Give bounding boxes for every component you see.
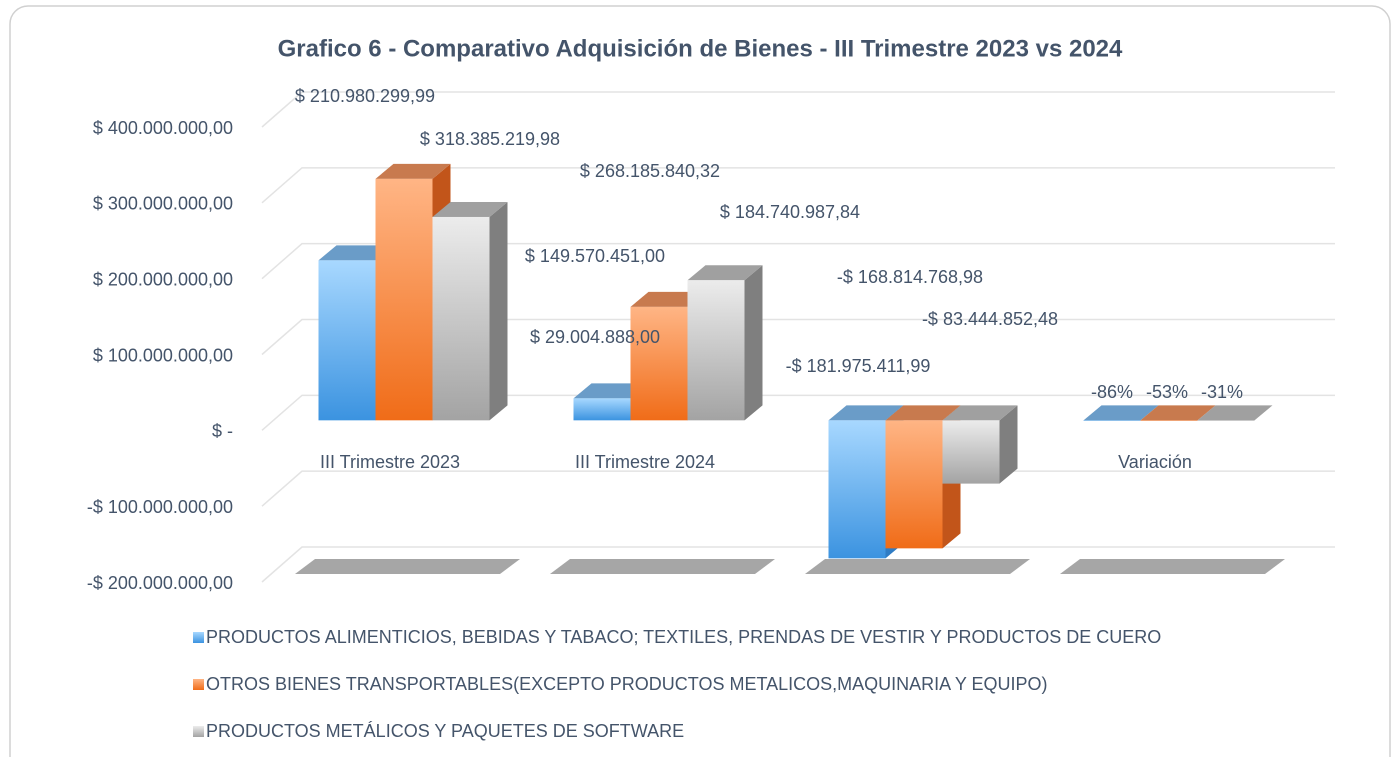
data-label: $ 149.570.451,00	[525, 246, 665, 266]
grid-line	[261, 167, 1335, 204]
data-label: $ 318.385.219,98	[420, 129, 560, 149]
y-tick-label: -$ 200.000.000,00	[87, 573, 233, 593]
legend-label: PRODUCTOS METÁLICOS Y PAQUETES DE SOFTWA…	[206, 721, 684, 741]
bar	[573, 398, 631, 421]
bar-top	[318, 245, 394, 261]
legend-swatch	[193, 632, 204, 643]
data-label: $ 29.004.888,00	[530, 327, 660, 347]
data-label: $ 184.740.987,84	[720, 202, 860, 222]
data-label: -31%	[1201, 382, 1243, 402]
data-label: -86%	[1091, 382, 1133, 402]
bar-top	[1083, 405, 1159, 421]
y-tick-label: $ 100.000.000,00	[93, 345, 233, 365]
bar	[885, 420, 943, 549]
floor-shadow	[295, 559, 520, 574]
x-tick-label: Variación	[1118, 452, 1192, 472]
bar-top	[1140, 405, 1216, 421]
bar	[432, 216, 490, 421]
grid-line	[261, 546, 1335, 583]
data-label: -$ 168.814.768,98	[837, 267, 983, 287]
legend-label: PRODUCTOS ALIMENTICIOS, BEBIDAS Y TABACO…	[206, 627, 1161, 647]
bar-top	[630, 291, 706, 307]
bar	[1197, 420, 1255, 421]
bar	[630, 306, 688, 421]
floor-shadow	[805, 559, 1030, 574]
floor-shadow	[1060, 559, 1285, 574]
data-label: $ 268.185.840,32	[580, 161, 720, 181]
bar	[828, 420, 886, 559]
y-tick-label: $ 300.000.000,00	[93, 194, 233, 214]
bar-top	[432, 201, 508, 217]
bar	[318, 260, 376, 421]
data-label: -$ 181.975.411,99	[786, 356, 931, 376]
chart-title: Grafico 6 - Comparativo Adquisición de B…	[278, 35, 1123, 62]
grid-line	[261, 242, 1335, 280]
x-tick-label: III Trimestre 2023	[320, 452, 460, 472]
grid-line	[261, 318, 1335, 356]
grid-line	[261, 394, 1335, 431]
data-label: -53%	[1146, 382, 1188, 402]
y-tick-label: $ -	[212, 421, 233, 441]
y-tick-label: $ 200.000.000,00	[93, 269, 233, 289]
bar-top	[942, 405, 1018, 421]
grid-line	[261, 91, 1335, 128]
data-label: $ 210.980.299,99	[295, 86, 435, 106]
bar-top	[375, 163, 451, 179]
bar-side	[999, 405, 1018, 484]
bar-top	[573, 383, 649, 399]
bar-top	[828, 405, 904, 421]
bar	[942, 420, 1000, 484]
legend-swatch	[193, 679, 204, 690]
bar	[1140, 420, 1198, 421]
bar	[375, 178, 433, 421]
bar-side	[489, 201, 508, 421]
legend-label: OTROS BIENES TRANSPORTABLES(EXCEPTO PROD…	[206, 674, 1048, 694]
bar	[1083, 420, 1141, 421]
floor-shadow	[550, 559, 775, 574]
bar	[687, 280, 745, 421]
bar-side	[744, 265, 763, 421]
bar-top	[687, 265, 763, 281]
y-tick-label: -$ 100.000.000,00	[87, 497, 233, 517]
x-tick-label: III Trimestre 2024	[575, 452, 715, 472]
data-label: -$ 83.444.852,48	[922, 309, 1058, 329]
bar-top	[1197, 405, 1273, 421]
bar-top	[885, 405, 961, 421]
legend-swatch	[193, 726, 204, 737]
y-tick-label: $ 400.000.000,00	[93, 118, 233, 138]
